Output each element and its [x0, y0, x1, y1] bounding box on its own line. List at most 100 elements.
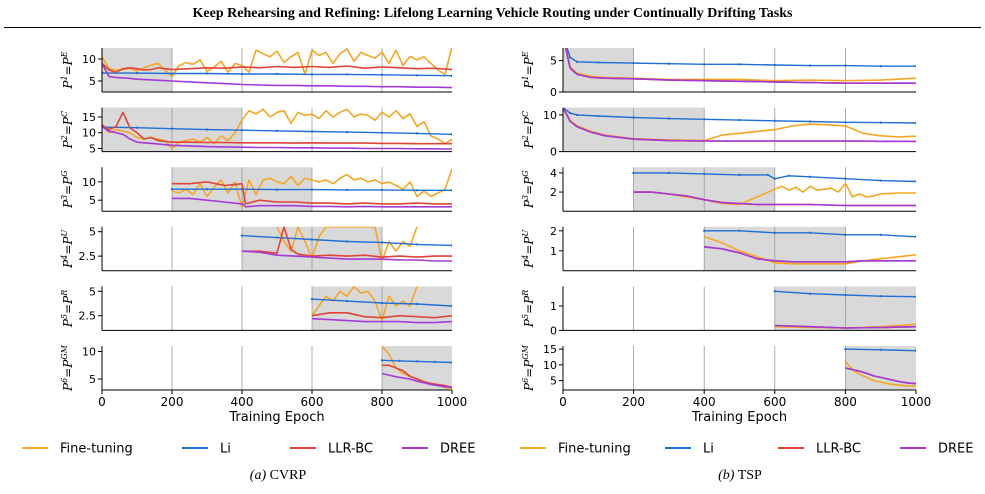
series-fine-tuning-line — [171, 168, 452, 209]
series-li-point — [808, 120, 812, 123]
caption-cvrp-text: CVRP — [269, 468, 307, 483]
series-li-point — [415, 132, 419, 135]
series-dree-line — [381, 372, 452, 389]
series-dree-line — [774, 324, 916, 329]
series-li-point — [205, 188, 209, 191]
legend-label: LLR-BC — [328, 442, 373, 457]
figure-title: Keep Rehearsing and Refining: Lifelong L… — [192, 6, 793, 21]
series-li-point — [135, 71, 139, 75]
subplot-cvrp-row-5: 2.5 5 P5=PR — [60, 285, 452, 331]
series-dree-line — [172, 197, 452, 208]
y-tick-label: 10 — [82, 127, 96, 140]
series-dree-line — [564, 48, 916, 84]
series-group — [564, 48, 916, 84]
x-tick-label: 800 — [834, 395, 857, 409]
legend-label: Li — [220, 442, 231, 457]
series-dree-line — [633, 191, 916, 207]
series-li-point — [345, 299, 349, 303]
series-li-point — [879, 294, 882, 298]
series-li-point — [310, 130, 314, 133]
series-li-point — [275, 129, 279, 133]
legend-tsp: Fine-tuning Li LLR-BC DREE — [520, 442, 973, 457]
subplot-tsp-row-5: 0 1 P5=PR — [521, 286, 916, 337]
series-li-point — [345, 240, 349, 243]
series-li-point — [597, 114, 600, 118]
x-tick-label: 0 — [98, 395, 106, 409]
shaded-interval — [382, 346, 452, 390]
y-tick-label: 10 — [82, 53, 96, 66]
y-tick-label: 10 — [82, 176, 96, 189]
series-fine-tuning-line — [102, 108, 452, 150]
series-fine-tuning-line — [102, 48, 452, 78]
series-li-point — [433, 360, 436, 364]
y-axis-label: P1=PE — [521, 51, 536, 89]
series-li-point — [773, 63, 776, 67]
y-tick-label: 5 — [89, 75, 96, 88]
series-li-point — [380, 73, 384, 77]
series-li-point — [450, 133, 452, 136]
series-li-point — [914, 121, 916, 125]
y-tick-label: 2 — [550, 186, 557, 199]
subplot-cvrp-row-4: 2.5 5 P4=PU — [60, 226, 452, 272]
y-tick-label: 0 — [550, 86, 557, 99]
y-tick-label: 1 — [550, 300, 557, 313]
series-dree-line — [102, 63, 452, 89]
series-li-point — [345, 73, 349, 76]
series-group — [102, 108, 452, 150]
series-group — [844, 347, 916, 387]
x-axis-label: Training Epoch — [228, 410, 324, 425]
subplot-cvrp-row-3: 5 10 P3=PG — [60, 167, 452, 212]
series-llr-bc-line — [102, 62, 452, 73]
panel-tsp: 05P1=PE010P2=PC24P3=PG12P4=PU01P5=PR5101… — [520, 48, 973, 457]
series-llr-bc-line — [242, 226, 452, 258]
caption-cvrp: (a) CVRP — [178, 468, 378, 484]
y-tick-label: 5 — [550, 375, 557, 388]
subplot-tsp-row-2: 0 10 P2=PC — [521, 107, 916, 159]
series-li-point — [380, 359, 384, 362]
x-tick-label: 0 — [559, 395, 567, 409]
series-li-point — [808, 64, 812, 67]
series-li-point — [415, 302, 419, 306]
series-li-point — [380, 131, 384, 134]
y-axis-label: P4=PU — [60, 230, 75, 269]
series-li-point — [568, 56, 572, 59]
y-tick-label: 15 — [82, 111, 96, 124]
series-llr-bc-line — [102, 111, 452, 145]
series-li-point — [345, 130, 349, 134]
series-li-point — [879, 348, 882, 351]
series-li-point — [844, 177, 847, 180]
series-li-point — [879, 121, 882, 124]
x-tick-label: 800 — [371, 395, 394, 409]
series-fine-tuning-line — [844, 361, 916, 387]
series-group — [170, 168, 452, 209]
series-li-point — [170, 72, 174, 75]
x-tick-label: 1000 — [901, 395, 932, 409]
series-li-point — [415, 74, 419, 77]
series-group — [380, 346, 452, 390]
series-li-point — [275, 72, 279, 76]
series-li-point — [738, 63, 741, 66]
series-li-point — [575, 113, 579, 117]
series-li-point — [766, 173, 769, 177]
series-li-point — [703, 63, 706, 66]
y-axis-label: P1=PE — [60, 51, 75, 89]
subplot-cvrp-row-6: 5 10 P6=PGM 0 200 400 600 800 1000 Training Epoch — [60, 344, 467, 425]
series-li-point — [703, 118, 706, 121]
series-li-point — [240, 72, 244, 76]
series-li-point — [135, 126, 139, 129]
y-axis-label: P3=PG — [60, 170, 75, 209]
y-tick-label: 4 — [550, 167, 557, 180]
series-li-point — [398, 359, 401, 363]
series-li-point — [310, 297, 314, 301]
series-li-point — [450, 74, 452, 77]
series-li-point — [450, 189, 452, 192]
subplot-tsp-row-3: 2 4 P3=PG — [521, 167, 916, 212]
series-dree-line — [845, 367, 916, 385]
series-dree-line — [704, 246, 916, 263]
y-tick-label: 2.5 — [79, 310, 97, 323]
series-li-point — [667, 62, 671, 65]
x-tick-label: 400 — [693, 395, 716, 409]
y-tick-label: 0 — [550, 146, 557, 159]
series-li-point — [380, 241, 384, 244]
